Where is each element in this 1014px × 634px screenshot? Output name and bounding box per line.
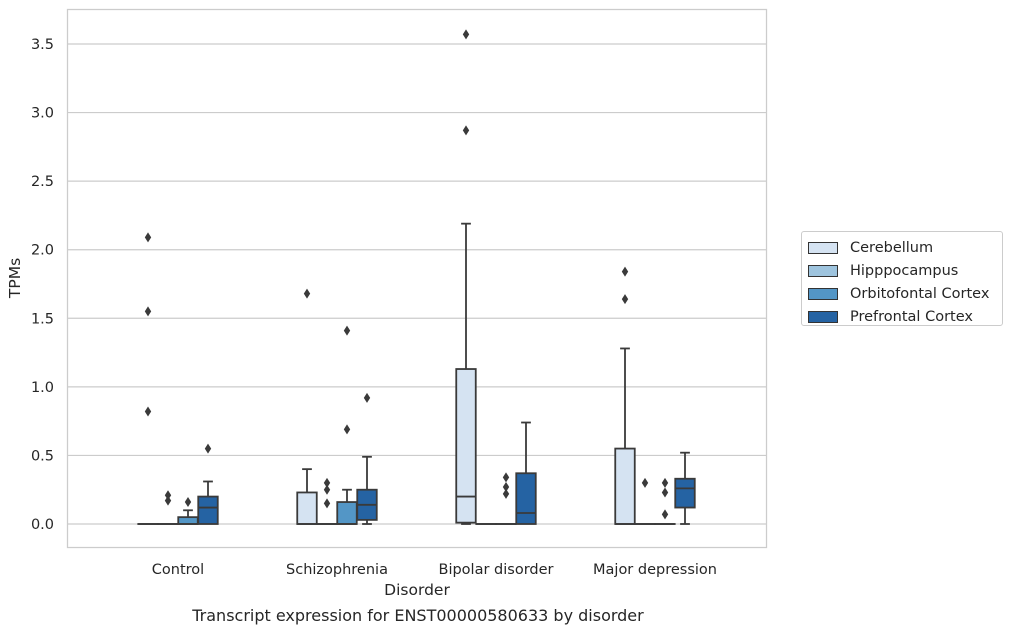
- box-body: [177, 516, 199, 525]
- outlier-point: [164, 495, 172, 506]
- outlier-point: [323, 498, 331, 509]
- chart-caption: Transcript expression for ENST0000058063…: [192, 606, 644, 625]
- x-tick-label: Schizophrenia: [286, 562, 388, 578]
- y-axis-ticks: 0.0 0.5 1.0 1.5 2.0 2.5 3.0 3.5: [31, 37, 54, 533]
- legend-swatch: [808, 241, 838, 254]
- legend-item: Orbitofontal Cortex: [808, 282, 1002, 305]
- outlier-point: [661, 477, 669, 488]
- box-hipppocampus: [157, 490, 179, 525]
- outlier-point: [621, 266, 629, 277]
- gridlines: [68, 43, 766, 525]
- y-tick-label: 0.0: [31, 517, 54, 533]
- box-body: [674, 477, 696, 509]
- x-tick-label: Control: [152, 562, 204, 578]
- box-body: [197, 495, 219, 525]
- outlier-point: [144, 232, 152, 243]
- legend-label: Orbitofontal Cortex: [850, 285, 990, 302]
- outlier-point: [343, 325, 351, 336]
- outlier-point: [303, 288, 311, 299]
- outlier-point: [323, 477, 331, 488]
- y-tick-label: 3.0: [31, 106, 54, 122]
- box-cerebellum: [137, 232, 159, 525]
- outlier-point: [462, 125, 470, 136]
- x-tick-label: Bipolar disorder: [439, 562, 554, 578]
- outlier-point: [323, 484, 331, 495]
- legend-label: Prefrontal Cortex: [850, 308, 973, 325]
- plot-frame: [66, 8, 768, 549]
- box-orbitofontal-cortex: [336, 325, 358, 525]
- legend-item: Hipppocampus: [808, 259, 1002, 282]
- boxes: [137, 29, 696, 525]
- legend-swatch: [808, 310, 838, 323]
- outlier-point: [661, 509, 669, 520]
- y-axis-label: TPMs: [6, 258, 24, 299]
- legend-item: Prefrontal Cortex: [808, 305, 1002, 328]
- outlier-point: [363, 392, 371, 403]
- box-body: [455, 368, 477, 524]
- y-tick-label: 2.5: [31, 174, 54, 190]
- x-tick-label: Major depression: [593, 562, 717, 578]
- x-axis-label: Disorder: [384, 581, 450, 599]
- box-cerebellum: [614, 266, 636, 525]
- outlier-point: [164, 490, 172, 501]
- box-orbitofontal-cortex: [495, 472, 517, 525]
- box-orbitofontal-cortex: [654, 477, 676, 525]
- x-axis-ticks: Control Schizophrenia Bipolar disorder Majo…: [152, 562, 717, 578]
- box-body: [614, 447, 636, 525]
- outlier-point: [641, 477, 649, 488]
- outlier-point: [144, 406, 152, 417]
- outlier-point: [462, 29, 470, 40]
- outlier-point: [502, 472, 510, 483]
- outlier-point: [343, 424, 351, 435]
- box-prefrontal-cortex: [515, 421, 537, 525]
- box-hipppocampus: [316, 477, 338, 525]
- outlier-point: [144, 306, 152, 317]
- legend-swatch: [808, 287, 838, 300]
- legend: Cerebellum Hipppocampus Orbitofontal Corte…: [801, 231, 1003, 326]
- box-hipppocampus: [634, 477, 656, 525]
- outlier-point: [204, 443, 212, 454]
- box-cerebellum: [455, 29, 477, 525]
- outlier-point: [502, 481, 510, 492]
- box-body: [296, 491, 318, 525]
- y-tick-label: 1.0: [31, 380, 54, 396]
- y-tick-label: 2.0: [31, 243, 54, 259]
- legend-item: Cerebellum: [808, 236, 1002, 259]
- outlier-point: [502, 488, 510, 499]
- y-tick-label: 0.5: [31, 448, 54, 464]
- outlier-point: [184, 497, 192, 508]
- y-tick-label: 3.5: [31, 37, 54, 53]
- box-body: [336, 501, 358, 525]
- box-body: [515, 472, 537, 525]
- outlier-point: [661, 487, 669, 498]
- legend-swatch: [808, 264, 838, 277]
- y-tick-label: 1.5: [31, 311, 54, 327]
- legend-label: Cerebellum: [850, 239, 934, 256]
- box-prefrontal-cortex: [356, 392, 378, 525]
- outlier-point: [621, 294, 629, 305]
- box-cerebellum: [296, 288, 318, 525]
- legend-label: Hipppocampus: [850, 262, 959, 279]
- box-prefrontal-cortex: [674, 451, 696, 525]
- box-prefrontal-cortex: [197, 443, 219, 525]
- box-orbitofontal-cortex: [177, 497, 199, 525]
